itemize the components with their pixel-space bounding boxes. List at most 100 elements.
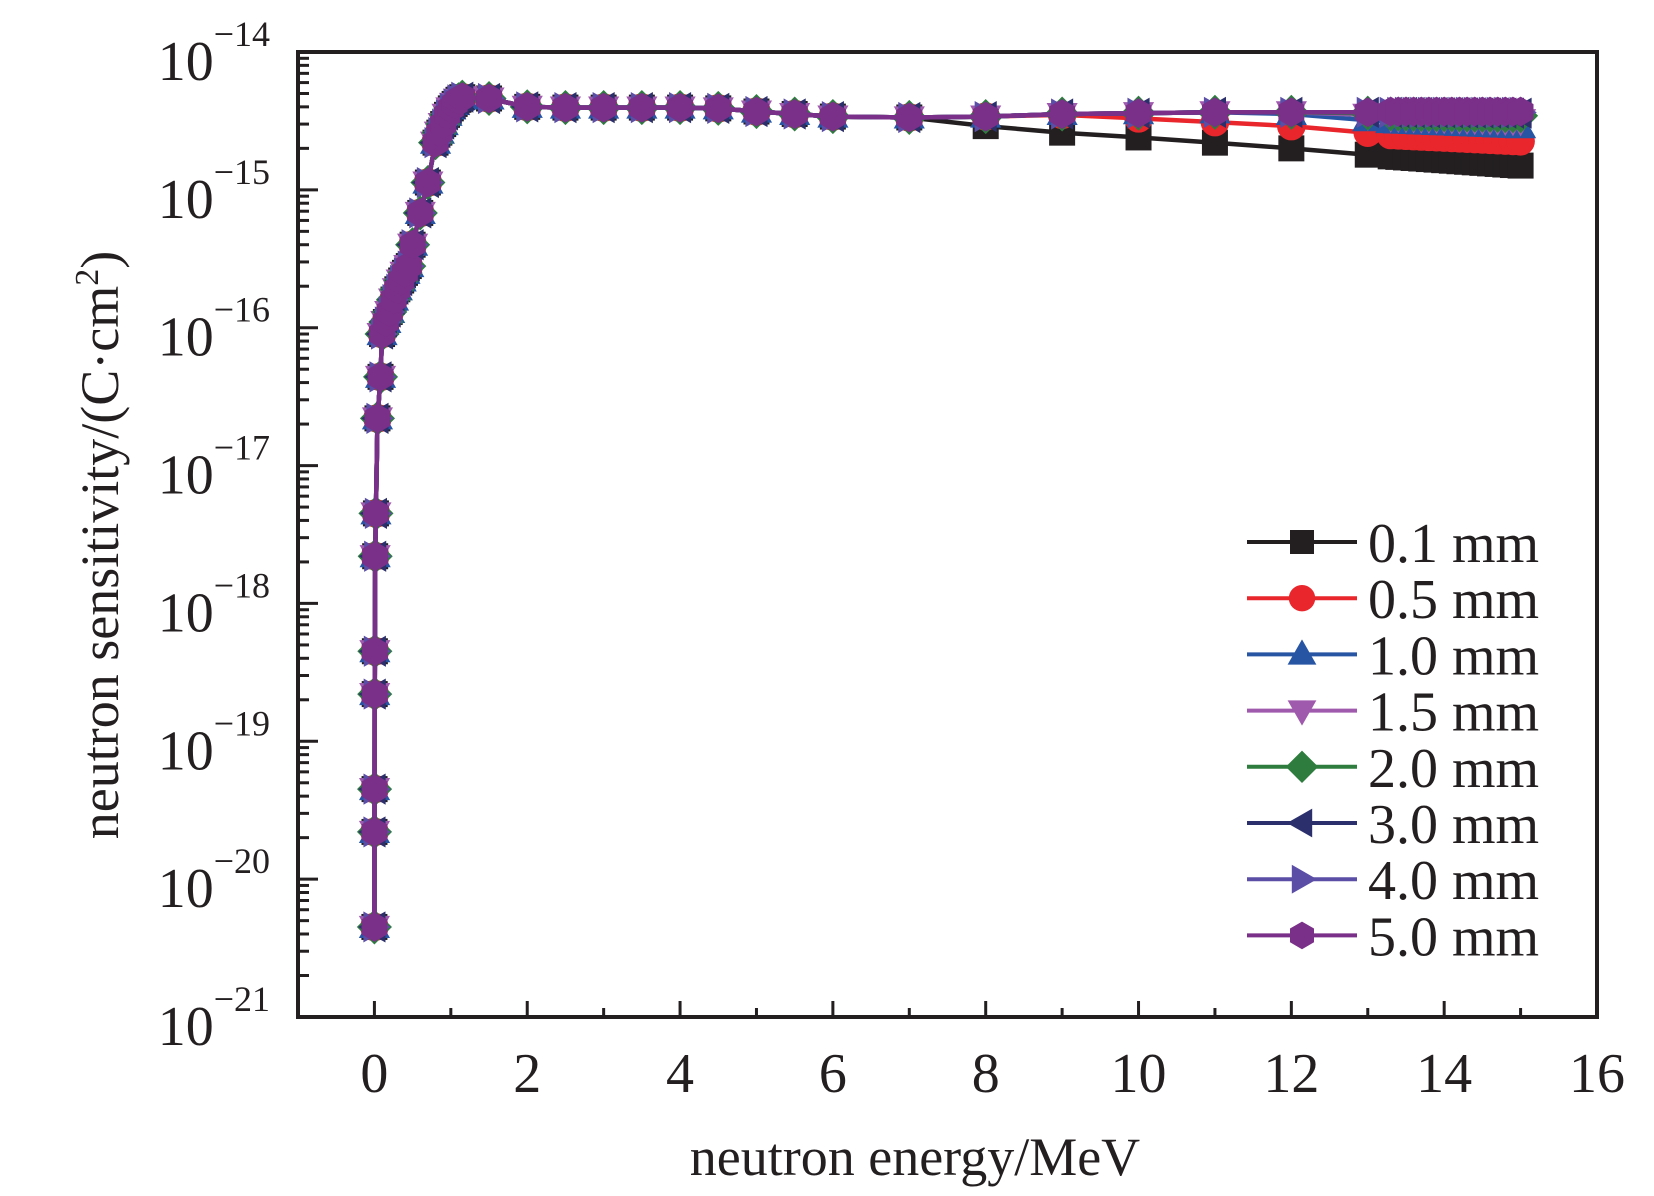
legend-label: 1.0 mm: [1368, 625, 1539, 687]
legend-label: 3.0 mm: [1368, 794, 1539, 856]
series-line: [372, 94, 1521, 927]
y-tick-exponent: −19: [214, 703, 270, 743]
data-point: [1125, 98, 1152, 129]
y-tick-label: 10−17: [158, 428, 270, 507]
y-tick-base: 10: [158, 31, 214, 93]
x-tick-label: 8: [972, 1043, 1000, 1105]
legend-marker: [1290, 921, 1314, 950]
data-point: [407, 198, 434, 228]
series-line: [372, 94, 1521, 927]
x-tick-label: 6: [819, 1043, 847, 1105]
x-tick-label: 2: [513, 1043, 541, 1105]
legend-marker: [1287, 808, 1313, 838]
data-point: [896, 102, 923, 133]
legend-marker: [1288, 585, 1316, 612]
series-line: [372, 94, 1521, 927]
y-tick-base: 10: [158, 307, 214, 369]
y-tick-base: 10: [158, 720, 214, 782]
data-point: [415, 167, 441, 198]
y-tick-label: 10−14: [158, 14, 270, 93]
data-point: [667, 92, 693, 123]
data-point: [476, 83, 502, 114]
series-line: [372, 94, 1521, 927]
y-axis-title-main: neutron sensitivity/(C·cm: [70, 286, 130, 839]
y-tick-base: 10: [158, 445, 214, 507]
series-1_5mm: [358, 86, 1537, 944]
axes: [296, 50, 1599, 1019]
plot-area: [356, 79, 1539, 945]
series-1_0mm: [358, 80, 1537, 938]
legend-item: 5.0 mm: [1247, 906, 1539, 968]
legend-marker: [1290, 530, 1314, 554]
data-point: [781, 99, 808, 129]
legend-label: 0.1 mm: [1368, 513, 1539, 575]
data-point: [399, 229, 426, 260]
legend-marker: [1285, 750, 1319, 783]
legend-item: 0.5 mm: [1247, 569, 1539, 631]
series-0_1mm: [361, 84, 1534, 940]
y-axis-title-tail: ): [70, 251, 130, 269]
series-line: [372, 94, 1521, 927]
data-point: [361, 912, 388, 942]
legend: 0.1 mm0.5 mm1.0 mm1.5 mm2.0 mm3.0 mm4.0 …: [1247, 513, 1539, 968]
legend-label: 5.0 mm: [1368, 906, 1539, 968]
series-line: [372, 94, 1521, 927]
y-tick-exponent: −18: [214, 565, 270, 605]
y-tick-base: 10: [158, 169, 214, 231]
y-tick-exponent: −17: [214, 428, 270, 468]
data-point: [1507, 152, 1534, 179]
y-tick-label: 10−16: [158, 290, 270, 369]
data-point: [361, 679, 388, 709]
y-tick-base: 10: [158, 996, 214, 1058]
data-point: [1202, 97, 1228, 128]
series-line: [372, 94, 1521, 927]
y-tick-base: 10: [158, 858, 214, 920]
series-2_0mm: [356, 79, 1539, 945]
y-tick-exponent: −16: [214, 290, 270, 330]
series-3_0mm: [358, 81, 1532, 943]
legend-marker: [1287, 639, 1317, 665]
plot-frame: [296, 50, 1599, 1019]
y-tick-exponent: −15: [214, 152, 270, 192]
data-point: [362, 541, 389, 572]
data-point: [743, 96, 770, 127]
series-0_5mm: [360, 82, 1535, 942]
legend-item: 1.0 mm: [1247, 625, 1539, 687]
data-point: [363, 498, 389, 529]
y-tick-exponent: −20: [214, 841, 270, 881]
legend-item: 2.0 mm: [1247, 738, 1539, 800]
x-axis-title: neutron energy/MeV: [690, 1127, 1140, 1187]
data-point: [1354, 97, 1381, 128]
data-point: [628, 92, 655, 123]
x-tick-label: 4: [666, 1043, 694, 1105]
data-point: [514, 91, 541, 122]
legend-label: 4.0 mm: [1368, 850, 1539, 912]
data-point: [552, 92, 579, 123]
data-point: [367, 361, 394, 392]
x-tick-label: 14: [1416, 1043, 1472, 1105]
x-tick-label: 10: [1111, 1043, 1167, 1105]
x-tick-label: 0: [360, 1043, 388, 1105]
x-tick-label: 16: [1569, 1043, 1625, 1105]
data-point: [1507, 96, 1534, 127]
y-axis-title: neutron sensitivity/(C·cm2): [69, 251, 130, 839]
legend-item: 3.0 mm: [1247, 794, 1539, 856]
legend-marker: [1291, 864, 1317, 894]
y-tick-exponent: −21: [214, 979, 270, 1019]
data-point: [705, 93, 732, 124]
series-5_0mm: [361, 82, 1534, 942]
data-point: [395, 251, 422, 281]
data-point: [361, 774, 388, 804]
x-tick-label: 12: [1263, 1043, 1319, 1105]
legend-marker: [1287, 700, 1317, 726]
data-point: [361, 817, 388, 847]
y-tick-label: 10−15: [158, 152, 270, 231]
data-point: [449, 82, 476, 113]
legend-label: 0.5 mm: [1368, 569, 1539, 631]
data-point: [364, 403, 391, 434]
y-axis-title-sup: 2: [69, 269, 106, 286]
legend-label: 1.5 mm: [1368, 682, 1539, 744]
data-point: [1049, 99, 1076, 129]
y-tick-exponent: −14: [214, 14, 270, 54]
